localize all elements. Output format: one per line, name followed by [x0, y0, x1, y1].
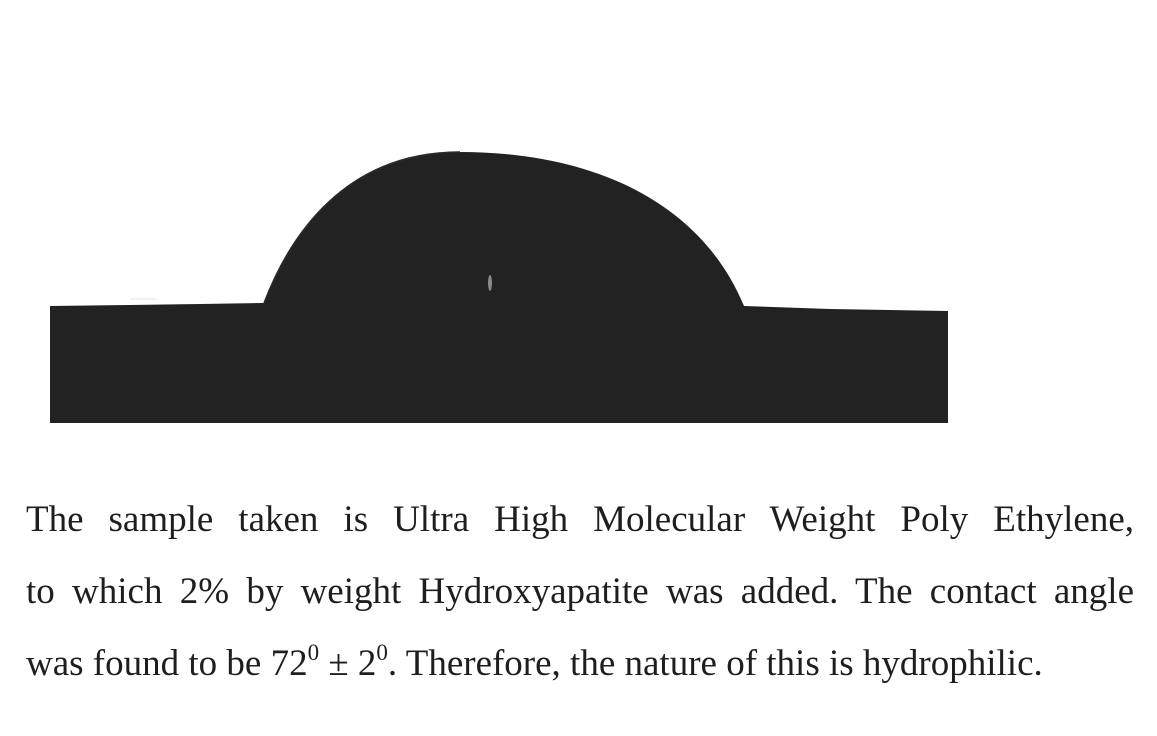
substrate-and-droplet-silhouette: [50, 152, 948, 423]
droplet-photo: [50, 151, 948, 423]
caption-paragraph: The sample taken is Ultra High Molecular…: [26, 484, 1134, 700]
caption-line-3-middle: ± 2: [319, 643, 377, 684]
caption-line-3: was found to be 720 ± 20. Therefore, the…: [26, 628, 1134, 700]
degree-mark-2: 0: [376, 639, 388, 665]
degree-mark-1: 0: [307, 639, 320, 665]
caption-line-1: The sample taken is Ultra High Molecular…: [26, 499, 1134, 540]
droplet-reflection-highlight: [488, 275, 492, 291]
caption-line-3-suffix: . Therefore, the nature of this is hydro…: [387, 643, 1043, 684]
caption-line-3-prefix: was found to be 72: [26, 643, 308, 684]
caption-line-2: to which 2% by weight Hydroxyapatite was…: [26, 571, 1134, 612]
droplet-left-rim: [263, 151, 461, 304]
